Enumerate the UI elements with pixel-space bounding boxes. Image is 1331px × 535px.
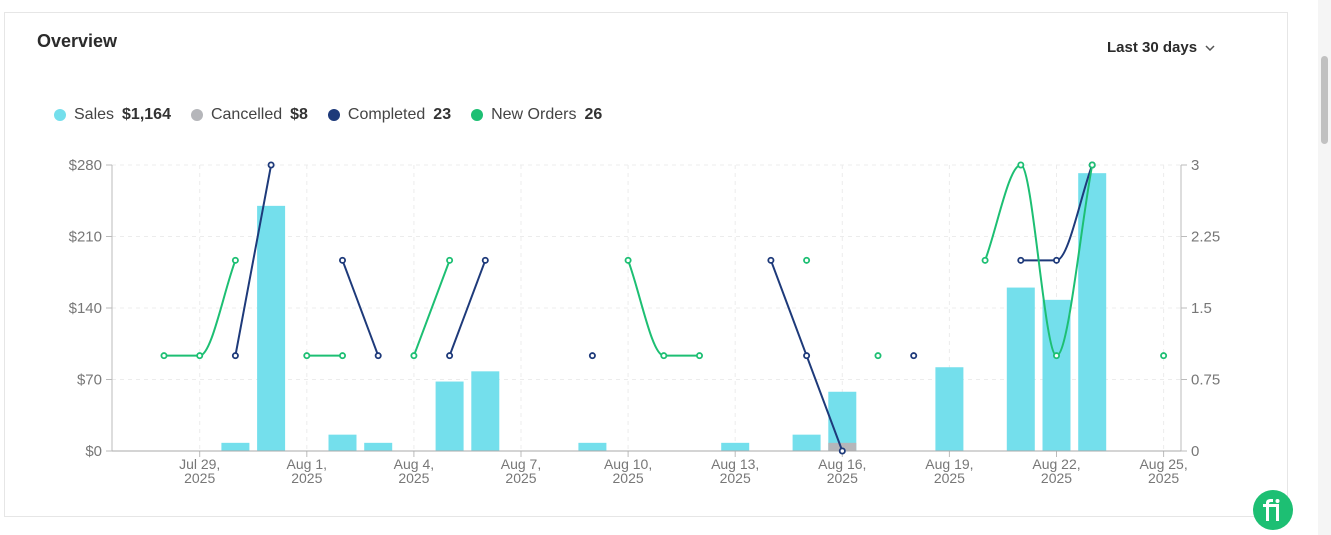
x-tick-label: Aug 10, 2025 [604, 456, 652, 486]
point-completed [481, 256, 489, 264]
point-new-orders [1088, 161, 1096, 169]
legend-label: Sales [74, 106, 115, 123]
y-right-tick-label: 0 [1191, 443, 1199, 460]
point-new-orders [660, 352, 668, 360]
point-completed [1017, 256, 1025, 264]
y-left-tick-label: $0 [85, 443, 102, 460]
x-tick-label: Jul 29, 2025 [179, 456, 220, 486]
legend-label: New Orders [491, 106, 577, 123]
y-right-tick-label: 3 [1191, 157, 1199, 174]
bar-sales [828, 391, 857, 451]
y-right-tick-label: 2.25 [1191, 229, 1220, 246]
y-right-tick-label: 1.5 [1191, 300, 1212, 317]
bar-sales [471, 371, 500, 451]
line-completed [234, 164, 273, 356]
x-tick-label: Aug 25, 2025 [1139, 456, 1187, 486]
bar-sales [792, 434, 821, 451]
point-new-orders [231, 256, 239, 264]
line-new-orders [984, 163, 1094, 357]
y-left-tick-label: $140 [69, 300, 102, 317]
point-completed [338, 256, 346, 264]
legend-value: $8 [290, 106, 308, 123]
point-completed [1053, 256, 1061, 264]
bar-sales [364, 442, 393, 451]
point-new-orders [196, 352, 204, 360]
point-completed [767, 256, 775, 264]
bar-sales [257, 205, 286, 451]
point-completed [446, 352, 454, 360]
legend-label: Completed [347, 106, 426, 123]
x-tick-label: Aug 4, 2025 [394, 456, 434, 486]
point-new-orders [303, 352, 311, 360]
line-new-orders [412, 259, 451, 357]
point-new-orders [624, 256, 632, 264]
point-new-orders [696, 352, 704, 360]
point-completed [910, 352, 918, 360]
legend-value: 23 [433, 106, 452, 123]
point-new-orders [338, 352, 346, 360]
point-new-orders [1017, 161, 1025, 169]
fiverr-logo-button[interactable] [1253, 490, 1293, 530]
bar-sales [221, 442, 250, 451]
point-new-orders [160, 352, 168, 360]
legend-item-sales[interactable]: Sales $1,164 [54, 106, 171, 124]
point-new-orders [410, 352, 418, 360]
bar-sales [328, 434, 357, 451]
point-completed [374, 352, 382, 360]
legend-label: Cancelled [210, 106, 283, 123]
y-right-tick-label: 0.75 [1191, 372, 1220, 389]
bar-sales [578, 442, 607, 451]
fiverr-logo-icon [1263, 499, 1280, 521]
bar-sales [435, 381, 464, 451]
bar-sales [935, 367, 964, 451]
point-new-orders [981, 256, 989, 264]
page-scrollbar[interactable] [1318, 0, 1331, 535]
y-left-tick-label: $280 [69, 157, 102, 174]
point-new-orders [874, 352, 882, 360]
x-tick-label: Aug 13, 2025 [711, 456, 759, 486]
point-completed [588, 352, 596, 360]
x-tick-label: Aug 19, 2025 [925, 456, 973, 486]
chevron-down-icon [1205, 44, 1215, 51]
chart-legend: Sales $1,164 Cancelled $8 Completed 23 N… [54, 106, 622, 124]
line-completed [448, 259, 487, 357]
bar-cancelled [828, 442, 857, 451]
point-new-orders [446, 256, 454, 264]
x-tick-label: Aug 16, 2025 [818, 456, 866, 486]
point-new-orders [1160, 352, 1168, 360]
legend-dot [471, 109, 484, 121]
point-completed [803, 352, 811, 360]
legend-dot [190, 109, 203, 121]
legend-value: 26 [584, 106, 603, 123]
legend-item-cancelled[interactable]: Cancelled $8 [190, 106, 308, 124]
scrollbar-thumb[interactable] [1321, 56, 1328, 144]
x-tick-label: Aug 1, 2025 [287, 456, 327, 486]
legend-item-new-orders[interactable]: New Orders 26 [471, 106, 602, 124]
overview-title: Overview [37, 31, 118, 51]
y-left-tick-label: $210 [69, 229, 102, 246]
date-range-dropdown[interactable]: Last 30 days [1107, 39, 1215, 56]
point-completed [231, 352, 239, 360]
legend-value: $1,164 [122, 106, 171, 123]
bar-sales [721, 442, 750, 451]
legend-dot [327, 109, 340, 121]
point-new-orders [1053, 352, 1061, 360]
overview-card [4, 12, 1288, 517]
legend-dot [54, 109, 66, 121]
legend-item-completed[interactable]: Completed 23 [327, 106, 452, 124]
bar-sales [1006, 287, 1035, 451]
x-tick-label: Aug 22, 2025 [1032, 456, 1080, 486]
line-completed [341, 259, 380, 357]
point-completed [838, 447, 846, 455]
date-range-label: Last 30 days [1107, 39, 1198, 56]
y-left-tick-label: $70 [77, 372, 102, 389]
point-new-orders [803, 256, 811, 264]
bar-sales [1078, 173, 1107, 451]
x-tick-label: Aug 7, 2025 [501, 456, 541, 486]
point-completed [267, 161, 275, 169]
